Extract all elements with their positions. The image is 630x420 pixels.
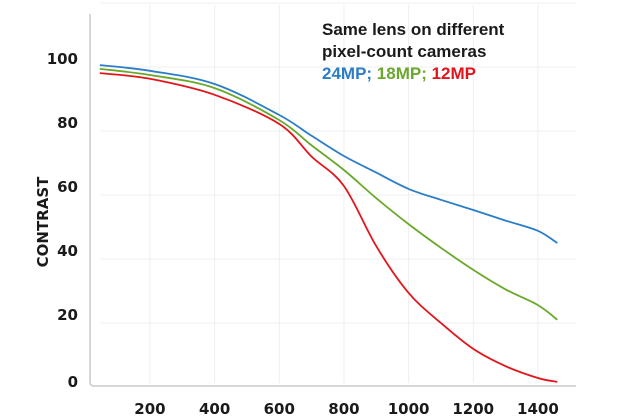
chart-title-line-2: pixel-count cameras — [322, 42, 486, 61]
legend: 24MP; 18MP; 12MP — [322, 64, 476, 83]
y-tick-label: 60 — [57, 178, 78, 196]
x-tick-label: 600 — [264, 400, 295, 418]
y-axis-label: CONTRAST — [34, 176, 52, 268]
series-lines — [99, 64, 558, 383]
chart-title-line-1: Same lens on different — [322, 20, 505, 39]
y-tick-label: 20 — [57, 306, 78, 324]
x-tick-labels: 200 400 600 800 1000 1200 1400 — [134, 400, 558, 418]
x-tick-label: 400 — [199, 400, 230, 418]
axes-frame — [89, 14, 576, 387]
y-tick-label: 80 — [57, 114, 78, 132]
x-tick-label: 800 — [328, 400, 359, 418]
series-line-18mp — [99, 68, 558, 321]
series-line-12mp — [99, 72, 558, 383]
y-tick-label: 0 — [68, 373, 78, 391]
y-tick-label: 100 — [47, 50, 78, 68]
grid — [100, 2, 576, 383]
y-tick-labels: 0 20 40 60 80 100 — [47, 50, 78, 391]
series-line-24mp — [99, 64, 558, 244]
x-tick-label: 1400 — [517, 400, 559, 418]
y-tick-label: 40 — [57, 242, 78, 260]
legend-entry-12mp: 12MP — [432, 64, 476, 83]
x-tick-label: 200 — [134, 400, 165, 418]
x-tick-label: 1200 — [452, 400, 494, 418]
legend-entry-24mp: 24MP; — [322, 64, 377, 83]
legend-entry-18mp: 18MP; — [377, 64, 432, 83]
x-tick-label: 1000 — [388, 400, 430, 418]
